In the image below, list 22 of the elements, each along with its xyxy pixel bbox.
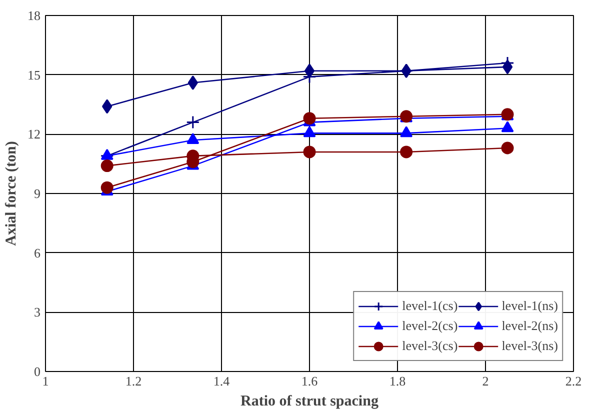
y-tick-label: 12	[28, 126, 40, 142]
y-tick-label: 0	[34, 364, 40, 379]
y-tick-label: 6	[34, 245, 41, 260]
legend-label: level-2(cs)	[402, 318, 458, 334]
x-tick-label: 1.6	[301, 374, 318, 388]
y-axis-title: Axial force (ton)	[4, 141, 20, 246]
y-tick-label: 15	[28, 67, 40, 82]
legend-label: level-2(ns)	[502, 318, 558, 334]
legend-label: level-3(ns)	[502, 338, 558, 354]
legend-label: level-1(cs)	[402, 298, 458, 314]
x-tick-label: 1.2	[125, 374, 142, 388]
x-tick-label: 2.2	[565, 374, 582, 388]
x-axis-title: Ratio of strut spacing	[240, 394, 379, 410]
legend-label: level-3(cs)	[402, 338, 458, 354]
y-tick-label: 9	[34, 186, 40, 201]
x-tick-label: 1	[42, 374, 49, 388]
y-tick-label: 18	[28, 8, 40, 23]
x-tick-label: 1.4	[213, 374, 230, 388]
x-tick-label: 2	[482, 374, 489, 388]
legend-label: level-1(ns)	[502, 298, 558, 314]
y-tick-label: 3	[34, 304, 40, 320]
x-tick-label: 1.8	[389, 374, 406, 388]
